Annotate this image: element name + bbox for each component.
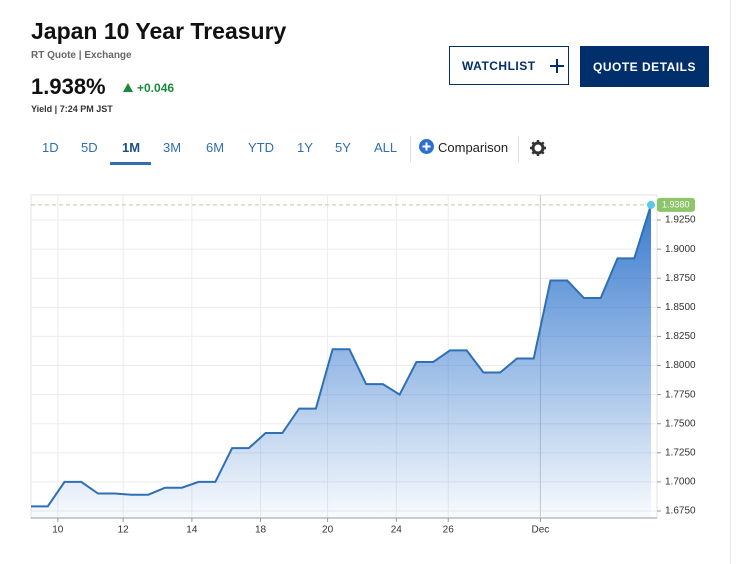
separator <box>410 136 411 162</box>
x-tick-label: 12 <box>118 525 130 536</box>
range-tab[interactable]: 1D <box>42 140 59 155</box>
frame-edge <box>730 0 731 564</box>
y-tick-label: 1.7750 <box>665 389 696 400</box>
up-arrow <box>123 83 133 92</box>
range-tab[interactable]: 6M <box>206 140 225 155</box>
source: RT Quote | Exchange <box>31 50 132 61</box>
range-tab[interactable]: 5D <box>81 140 98 155</box>
y-tick-label: 1.8750 <box>665 273 696 284</box>
last-value-label: 1.9380 <box>662 199 690 209</box>
x-tick-label: 20 <box>322 525 334 536</box>
separator <box>518 136 519 162</box>
change: +0.046 <box>137 81 175 95</box>
last-value-badge <box>657 197 695 212</box>
line <box>31 204 652 508</box>
range-tab[interactable]: 1M <box>122 140 141 155</box>
plus-icon <box>549 58 564 73</box>
watchlist-label: WATCHLIST <box>462 58 536 73</box>
range-tab[interactable]: 1Y <box>297 140 313 155</box>
x-tick-label: Dec <box>532 525 550 536</box>
active-underline <box>110 162 151 165</box>
y-tick-label: 1.7250 <box>665 447 696 458</box>
y-tick-label: 1.9000 <box>665 244 696 255</box>
settings-icon[interactable] <box>530 140 546 156</box>
y-tick-label: 1.7000 <box>665 477 696 488</box>
price: 1.938% <box>31 74 106 99</box>
x-tick-label: 10 <box>52 525 64 536</box>
range-tab[interactable]: 3M <box>163 140 182 155</box>
x-tick-label: 14 <box>186 525 198 536</box>
range-tab[interactable]: 5Y <box>335 140 351 155</box>
comparison[interactable]: Comparison <box>438 140 509 155</box>
title: Japan 10 Year Treasury <box>31 18 287 44</box>
quote-details-button[interactable]: QUOTE DETAILS <box>580 46 709 87</box>
y-tick-label: 1.6750 <box>665 506 696 517</box>
watchlist-button[interactable]: WATCHLIST <box>449 46 569 85</box>
range-tab[interactable]: ALL <box>374 140 398 155</box>
y-tick-label: 1.9250 <box>665 215 696 226</box>
y-tick-label: 1.8000 <box>665 360 696 371</box>
x-tick-label: 26 <box>443 525 455 536</box>
x-tick-label: 18 <box>255 525 267 536</box>
y-tick-label: 1.8250 <box>665 331 696 342</box>
last-point <box>647 200 655 209</box>
area-fill <box>31 204 651 519</box>
range-tab[interactable]: YTD <box>248 140 274 155</box>
quote-details-label: QUOTE DETAILS <box>593 59 696 74</box>
y-tick-label: 1.8500 <box>665 302 696 313</box>
y-tick-label: 1.7500 <box>665 418 696 429</box>
x-tick-label: 24 <box>391 525 403 536</box>
comparison-icon[interactable] <box>419 139 434 154</box>
meta: Yield | 7:24 PM JST <box>31 104 113 114</box>
